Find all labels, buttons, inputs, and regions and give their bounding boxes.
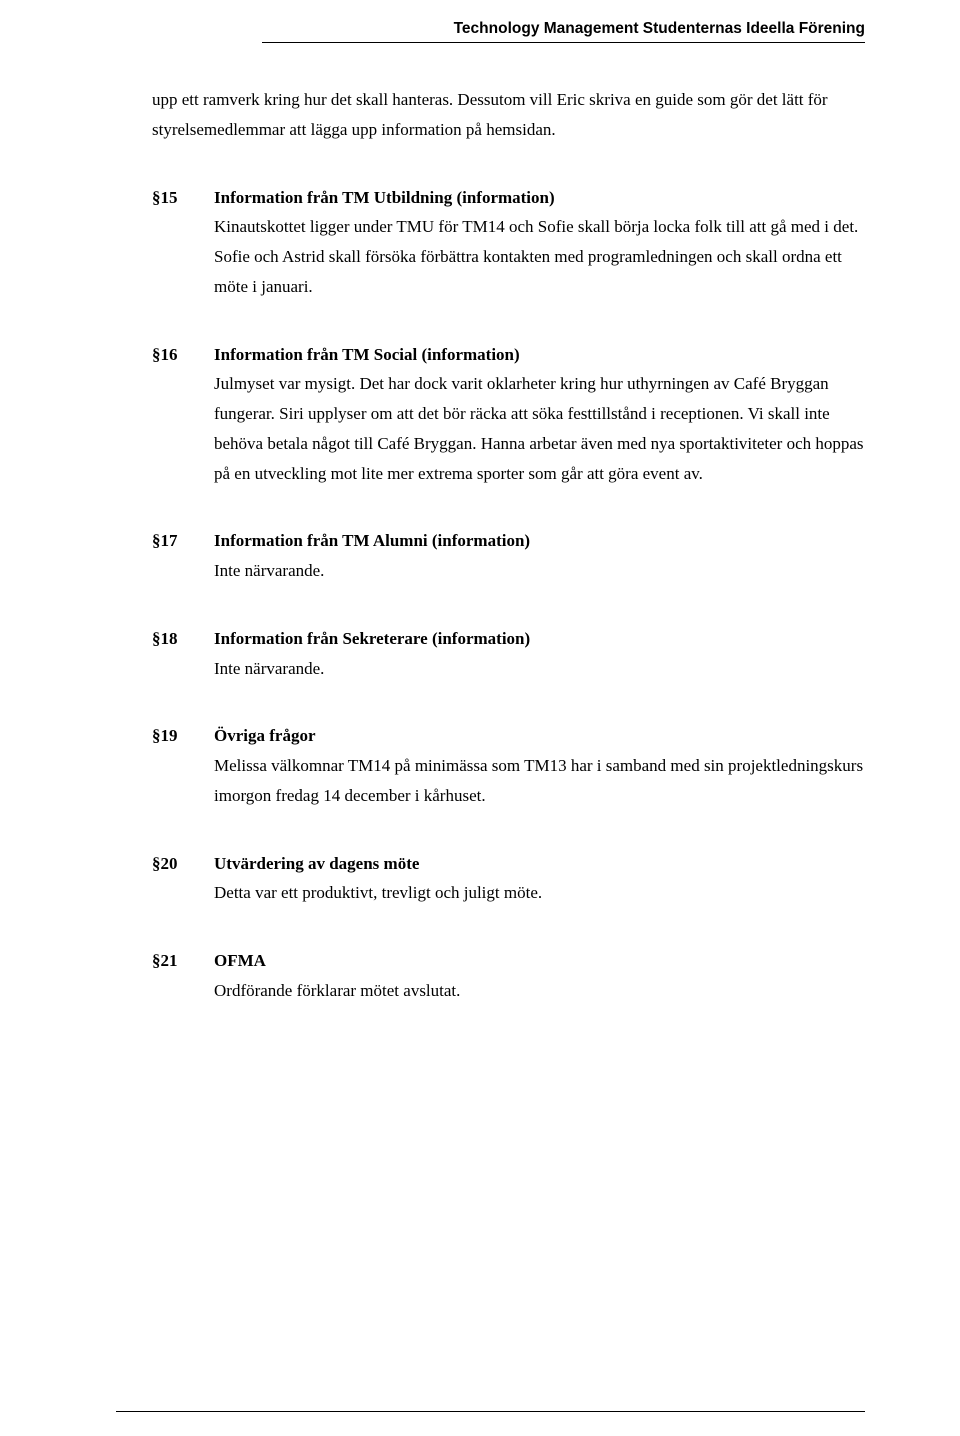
section-title: Utvärdering av dagens möte xyxy=(214,849,865,879)
section-body: Detta var ett produktivt, trevligt och j… xyxy=(214,878,865,908)
section: §19Övriga frågorMelissa välkomnar TM14 p… xyxy=(152,721,865,810)
section-number: §21 xyxy=(152,946,214,1006)
section-body: Melissa välkomnar TM14 på minimässa som … xyxy=(214,751,865,811)
section-title: Information från TM Alumni (information) xyxy=(214,526,865,556)
section-body: Inte närvarande. xyxy=(214,556,865,586)
section: §17Information från TM Alumni (informati… xyxy=(152,526,865,586)
section-number: §15 xyxy=(152,183,214,302)
section-content: Övriga frågorMelissa välkomnar TM14 på m… xyxy=(214,721,865,810)
section-number: §17 xyxy=(152,526,214,586)
section-title: Information från TM Social (information) xyxy=(214,340,865,370)
section-body: Kinautskottet ligger under TMU för TM14 … xyxy=(214,212,865,301)
page-header: Technology Management Studenternas Ideel… xyxy=(152,20,865,38)
section-title: Övriga frågor xyxy=(214,721,865,751)
section-content: OFMAOrdförande förklarar mötet avslutat. xyxy=(214,946,865,1006)
section-number: §19 xyxy=(152,721,214,810)
section-body: Julmyset var mysigt. Det har dock varit … xyxy=(214,369,865,488)
section-number: §18 xyxy=(152,624,214,684)
section: §21OFMAOrdförande förklarar mötet avslut… xyxy=(152,946,865,1006)
section: §15Information från TM Utbildning (infor… xyxy=(152,183,865,302)
section-body: Ordförande förklarar mötet avslutat. xyxy=(214,976,865,1006)
section-content: Information från TM Alumni (information)… xyxy=(214,526,865,586)
section-content: Information från TM Utbildning (informat… xyxy=(214,183,865,302)
footer-divider xyxy=(116,1411,865,1412)
section-title: Information från TM Utbildning (informat… xyxy=(214,183,865,213)
section-title: Information från Sekreterare (informatio… xyxy=(214,624,865,654)
section-content: Information från Sekreterare (informatio… xyxy=(214,624,865,684)
section-content: Utvärdering av dagens möteDetta var ett … xyxy=(214,849,865,909)
section: §18Information från Sekreterare (informa… xyxy=(152,624,865,684)
document-page: Technology Management Studenternas Ideel… xyxy=(0,0,960,1104)
section-body: Inte närvarande. xyxy=(214,654,865,684)
section: §16Information från TM Social (informati… xyxy=(152,340,865,489)
section-number: §20 xyxy=(152,849,214,909)
header-divider xyxy=(262,42,865,43)
section-title: OFMA xyxy=(214,946,865,976)
section: §20Utvärdering av dagens möteDetta var e… xyxy=(152,849,865,909)
sections-container: §15Information från TM Utbildning (infor… xyxy=(152,183,865,1006)
intro-paragraph: upp ett ramverk kring hur det skall hant… xyxy=(152,85,865,145)
section-number: §16 xyxy=(152,340,214,489)
section-content: Information från TM Social (information)… xyxy=(214,340,865,489)
